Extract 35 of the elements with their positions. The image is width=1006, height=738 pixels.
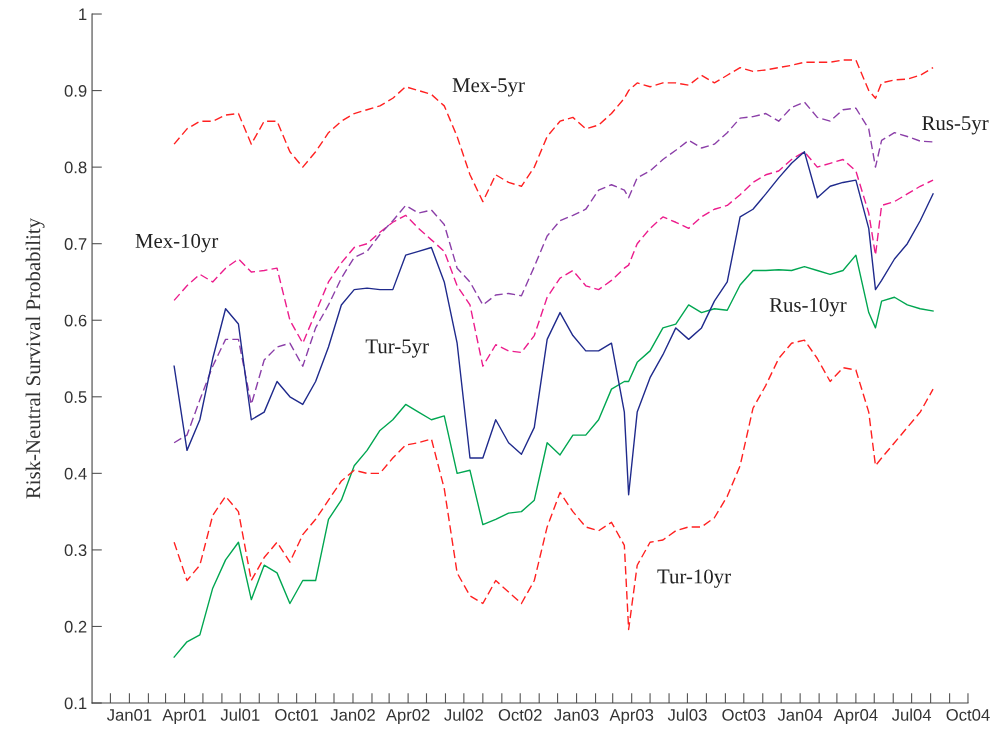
x-tick-label: Oct02 [498, 709, 542, 721]
y-tick-label: 0.4 [64, 467, 87, 480]
x-tick-label: Apr01 [162, 709, 206, 725]
x-tick-label: Oct03 [722, 709, 766, 721]
x-tick-label: Jul01 [220, 708, 260, 721]
y-tick-label: 0.3 [64, 544, 87, 557]
y-tick-label: 0.7 [64, 238, 87, 250]
y-tick-label: 0.2 [64, 620, 87, 633]
x-tick-label: Jan04 [777, 709, 823, 721]
x-tick-label: Oct04 [946, 709, 990, 721]
y-tick-label: 1 [79, 8, 87, 21]
x-tick-label: Jan01 [106, 709, 152, 721]
x-tick-label: Oct01 [275, 709, 319, 721]
series-label: Mex-10yr [135, 233, 219, 253]
series-label: Rus-10yr [769, 297, 847, 317]
y-tick-label: 0.8 [64, 161, 87, 174]
series-label: Mex-5yr [452, 78, 525, 97]
x-tick-label: Apr02 [385, 709, 430, 725]
y-tick-label: 0.5 [64, 391, 87, 403]
y-axis-title: Risk-Neutral Survival Probability [25, 217, 45, 499]
x-tick-label: Apr04 [833, 709, 878, 725]
x-tick-label: Jan03 [554, 709, 599, 721]
series-label: Tur-10yr [657, 569, 731, 588]
line-series [173, 339, 934, 631]
x-tick-label: Jan02 [330, 709, 375, 721]
x-tick-label: Jul03 [667, 708, 707, 721]
y-tick-label: 0.6 [64, 314, 87, 327]
series-label: Tur-5yr [365, 339, 429, 358]
x-tick-label: Apr03 [609, 709, 654, 725]
series-label: Rus-5yr [922, 116, 989, 135]
y-tick-label: 0.9 [64, 84, 87, 97]
x-tick-label: Jul04 [891, 708, 932, 721]
y-tick-label: 0.1 [64, 697, 87, 710]
x-tick-label: Jul02 [444, 708, 483, 721]
line-series [173, 254, 934, 658]
